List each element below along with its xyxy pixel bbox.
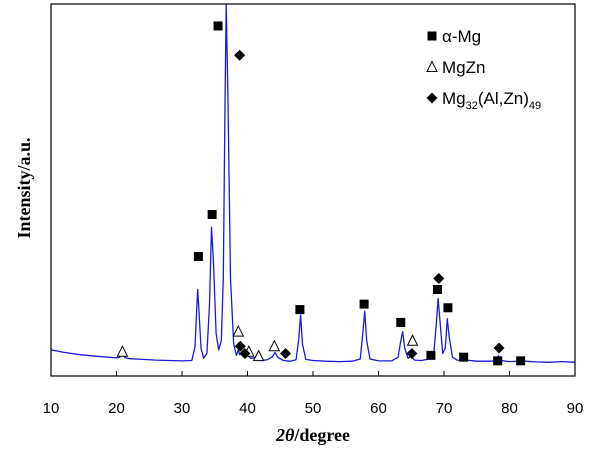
square-marker-4 [295, 305, 305, 315]
diamond-marker-24 [433, 273, 445, 284]
x-tick-label: 50 [305, 400, 322, 417]
diamond-marker-21 [239, 348, 251, 360]
square-marker-8 [432, 284, 442, 294]
triangle-marker-18 [406, 334, 419, 346]
diamond-marker-25 [493, 342, 505, 354]
legend-label-1: α-Mg [442, 27, 481, 46]
x-axis-title-unit: /degree [293, 425, 350, 445]
legend-diamond-icon [426, 92, 438, 104]
square-marker-2 [207, 209, 217, 219]
square-marker-10 [459, 352, 469, 362]
plot-frame [50, 3, 576, 377]
legend-subscript: 32 [466, 100, 478, 112]
legend-square-icon [427, 31, 437, 41]
x-tick-label: 20 [108, 400, 125, 417]
legend-formula-part: Mg [442, 89, 466, 108]
x-tick-label: 80 [501, 400, 518, 417]
diamond-marker-19 [234, 49, 246, 61]
square-marker-5 [359, 299, 369, 309]
square-marker-9 [443, 303, 453, 313]
legend-formula-part: (Al,Zn) [478, 89, 529, 108]
square-marker-7 [426, 350, 436, 360]
x-tick-label: 10 [43, 400, 60, 417]
x-axis-title: 2θ/degree [275, 425, 350, 445]
legend-label-2: MgZn [442, 58, 485, 77]
legend-label-3: Mg32(Al,Zn)49 [442, 89, 541, 112]
diamond-marker-23 [406, 348, 418, 360]
square-marker-11 [493, 356, 503, 366]
y-axis-title: Intensity/a.u. [14, 137, 34, 238]
x-tick-label: 40 [239, 400, 256, 417]
x-tick-label: 90 [567, 400, 584, 417]
diamond-marker-22 [279, 348, 291, 360]
legend: α-Mg MgZn Mg32(Al,Zn)49 [426, 27, 541, 112]
x-axis-ticks: 10 20 30 40 50 60 70 80 90 [43, 371, 584, 417]
triangle-marker-17 [268, 339, 281, 352]
square-marker-1 [193, 252, 203, 262]
square-marker-3 [213, 21, 223, 31]
legend-subscript: 49 [529, 100, 541, 112]
triangle-marker-13 [116, 345, 129, 357]
x-tick-label: 60 [370, 400, 387, 417]
x-tick-label: 70 [436, 400, 453, 417]
triangle-marker-16 [252, 349, 265, 362]
x-tick-label: 30 [174, 400, 191, 417]
square-marker-12 [516, 356, 526, 366]
triangle-marker-14 [232, 324, 245, 337]
x-axis-title-symbol: 2θ [275, 425, 295, 445]
diamond-marker-20 [234, 340, 246, 352]
series-line-1 [50, 3, 576, 363]
square-marker-6 [396, 317, 406, 327]
legend-triangle-icon [426, 60, 438, 72]
plot-area [50, 3, 576, 366]
